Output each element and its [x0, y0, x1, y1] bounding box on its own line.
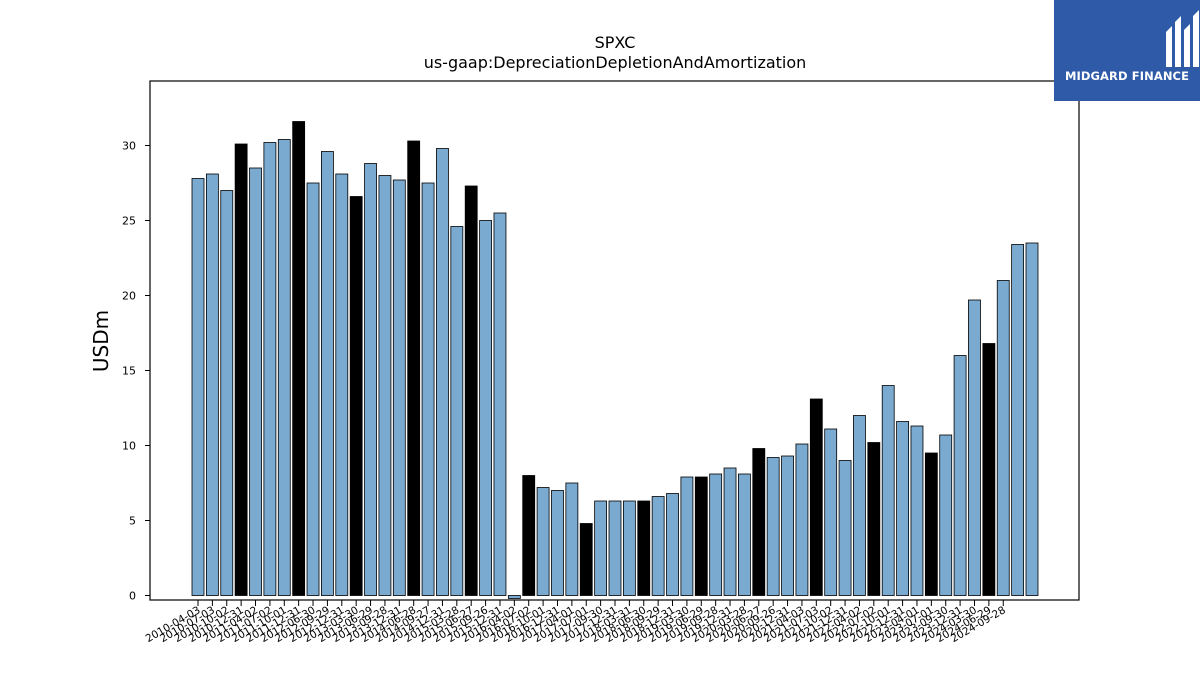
bar	[392, 179, 406, 596]
bar	[766, 457, 780, 596]
bar	[1025, 242, 1039, 596]
bar	[608, 500, 622, 596]
y-tick-label: 30	[122, 140, 136, 153]
y-axis-label: USDm	[89, 310, 113, 372]
x-axis: 2010-04-032010-07-032010-10-022010-12-31…	[144, 600, 1008, 645]
bar	[680, 476, 694, 596]
bar	[838, 460, 852, 596]
chart-title: SPXC	[595, 33, 636, 52]
bar	[752, 448, 766, 596]
bar	[853, 415, 866, 596]
bar	[421, 182, 435, 596]
bars	[191, 121, 1039, 599]
bar	[407, 140, 421, 596]
bar	[464, 185, 478, 596]
bar	[651, 496, 665, 596]
bar	[738, 473, 751, 596]
bar	[666, 493, 679, 596]
bar	[594, 500, 608, 596]
bar	[450, 226, 464, 596]
bar	[263, 142, 277, 596]
bar	[781, 455, 794, 596]
y-tick-label: 10	[122, 440, 136, 453]
y-tick-label: 25	[122, 215, 136, 228]
bar	[953, 355, 967, 596]
bar	[565, 482, 579, 596]
bar	[939, 434, 953, 596]
bar	[579, 523, 593, 596]
bar	[622, 500, 636, 596]
bar	[507, 595, 521, 599]
logo-mark-icon	[1166, 10, 1199, 67]
midgard-finance-logo: MIDGARD FINANCE	[1054, 0, 1200, 101]
bar	[220, 190, 234, 596]
bar	[795, 443, 809, 596]
bar	[321, 151, 334, 596]
bar	[924, 452, 938, 596]
bar	[378, 175, 392, 596]
bar	[551, 490, 564, 596]
bar	[996, 280, 1010, 596]
bar	[637, 500, 651, 596]
bar	[982, 343, 996, 596]
bar	[709, 473, 723, 596]
bar	[436, 148, 449, 596]
bar	[335, 173, 349, 596]
bar	[479, 220, 492, 596]
bar	[910, 425, 924, 596]
bar	[364, 163, 377, 596]
bar	[493, 212, 507, 596]
logo-text: MIDGARD FINANCE	[1064, 69, 1190, 83]
bar	[881, 385, 895, 596]
chart-subtitle: us-gaap:DepreciationDepletionAndAmortiza…	[424, 53, 807, 72]
bar	[205, 173, 219, 596]
bar	[522, 475, 536, 596]
bar	[234, 143, 248, 596]
y-tick-label: 0	[129, 590, 136, 603]
bar	[1011, 244, 1025, 596]
bar	[306, 182, 320, 596]
bar	[277, 139, 291, 596]
bar	[292, 121, 306, 596]
bar	[723, 467, 737, 596]
bar	[191, 178, 205, 596]
bar	[536, 487, 550, 596]
bar	[867, 442, 881, 596]
bar	[896, 421, 909, 596]
bar	[824, 428, 838, 596]
y-tick-label: 15	[122, 365, 136, 378]
bar	[249, 167, 262, 596]
plot-frame	[149, 80, 1080, 601]
bar	[349, 196, 363, 596]
bar	[968, 299, 981, 596]
bar	[809, 398, 823, 596]
bar	[694, 476, 708, 596]
y-axis: 0 5 10 15 20 25 30	[122, 140, 150, 603]
y-tick-label: 5	[129, 515, 136, 528]
y-tick-label: 20	[122, 290, 136, 303]
